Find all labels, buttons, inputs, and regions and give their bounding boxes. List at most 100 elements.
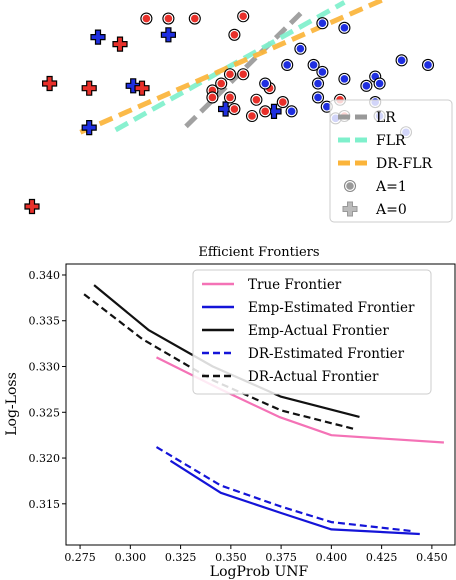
a1-circle-point [140, 12, 153, 25]
x-tick: 0.400 [316, 545, 348, 564]
a1-circle-point [373, 77, 386, 90]
a0-plus-point [81, 80, 97, 96]
frontier-legend-entry: DR-Estimated Frontier [202, 346, 405, 362]
a1-circle-point [360, 79, 373, 92]
a1-circle-point [188, 12, 201, 25]
x-tick-label: 0.375 [265, 551, 297, 564]
x-tick: 0.275 [64, 545, 96, 564]
a1-circle-point [215, 77, 228, 90]
y-tick-label: 0.335 [29, 315, 61, 328]
frontier-legend-entry: True Frontier [202, 277, 342, 293]
x-tick: 0.325 [165, 545, 197, 564]
x-tick: 0.375 [265, 545, 297, 564]
x-tick: 0.450 [416, 545, 448, 564]
x-tick-label: 0.425 [366, 551, 398, 564]
a1-circle-point [338, 21, 351, 34]
a1-circle-point [228, 28, 241, 41]
top-legend-label: A=0 [375, 202, 407, 218]
y-tick: 0.330 [29, 361, 66, 374]
top-legend-entry: DR-FLR [338, 156, 433, 172]
frontier-legend-label: True Frontier [248, 277, 342, 293]
y-tick-label: 0.325 [29, 406, 61, 419]
top-legend-entry: FLR [338, 133, 406, 149]
a0-plus-point [218, 101, 234, 117]
x-tick-label: 0.300 [115, 551, 147, 564]
x-tick-label: 0.275 [64, 551, 96, 564]
top-legend-entry: A=0 [342, 201, 407, 218]
y-tick: 0.335 [29, 315, 66, 328]
y-tick-label: 0.330 [29, 361, 61, 374]
frontier-legend-label: DR-Actual Frontier [248, 369, 379, 385]
a1-circle-point [228, 102, 241, 116]
a0-plus-point [160, 27, 176, 43]
a1-circle-point [237, 10, 250, 23]
a0-plus-point [81, 119, 97, 136]
y-axis-label: Log-Loss [4, 372, 20, 436]
x-tick-label: 0.400 [316, 551, 348, 564]
a1-circle-point [259, 77, 272, 90]
a1-circle-point [316, 17, 329, 30]
a0-plus-point [90, 29, 106, 45]
top-legend-label: FLR [376, 133, 406, 149]
y-tick: 0.340 [29, 269, 66, 282]
a1-circle-point [276, 96, 289, 109]
a1-circle-point [316, 65, 329, 78]
frontier-legend-label: DR-Estimated Frontier [248, 346, 405, 362]
frontier-legend-label: Emp-Actual Frontier [248, 323, 389, 339]
boundary-line-dr-flr [79, 0, 389, 135]
a0-plus-point [134, 80, 150, 96]
a0-plus-point [125, 78, 141, 94]
frontier-axes: 0.275 0.300 0.325 0.350 0.375 0.400 0.425 0.450… [29, 263, 456, 564]
frontier-legend-entry: Emp-Actual Frontier [202, 323, 389, 339]
bottom-chart-title: Efficient Frontiers [198, 245, 319, 260]
x-tick: 0.300 [115, 545, 147, 564]
x-tick: 0.425 [366, 545, 398, 564]
a1-circle-point [223, 91, 237, 104]
frontier-legend-entry: Emp-Estimated Frontier [202, 300, 415, 316]
a1-circle-point [338, 72, 351, 85]
a1-circle-point [285, 105, 298, 118]
frontier-legend-label: Emp-Estimated Frontier [248, 300, 415, 316]
y-tick: 0.325 [29, 406, 66, 419]
a1-circle-point [250, 93, 263, 106]
plot-frame [65, 263, 456, 546]
a1-circle-point [206, 91, 219, 104]
x-tick-label: 0.450 [416, 551, 448, 564]
top-legend-box [329, 99, 453, 223]
y-tick: 0.315 [29, 498, 66, 511]
top-scatter-panel: LR FLR DR-FLR A=1 A=0 [24, 0, 453, 223]
a0-plus-point [41, 75, 58, 92]
series-emp-estimated-frontier [169, 459, 420, 536]
a1-circle-point [294, 42, 307, 55]
frontier-legend: True Frontier Emp-Estimated Frontier Emp-A… [192, 269, 432, 395]
a0-plus-point [24, 198, 40, 215]
a1-circle-point [307, 58, 320, 72]
y-tick-label: 0.315 [29, 498, 61, 511]
a1-circle-point [395, 54, 408, 67]
top-legend-label: A=1 [375, 179, 407, 195]
a1-circle-point [162, 12, 175, 25]
a1-circle-point [281, 58, 294, 72]
top-legend-label: DR-FLR [376, 156, 433, 172]
boundary-line-flr [114, 0, 346, 133]
x-tick: 0.350 [215, 545, 247, 564]
a1-circle-point [259, 105, 272, 118]
x-axis-label: LogProb UNF [210, 564, 309, 580]
a1-circle-point [237, 68, 250, 81]
a1-circle-point [311, 91, 325, 104]
a1-circle-point [245, 109, 259, 123]
series-dr-estimated-frontier [155, 446, 414, 533]
y-tick: 0.320 [29, 452, 66, 465]
boundary-line-lr [184, 7, 307, 129]
top-legend: LR FLR DR-FLR A=1 A=0 [329, 99, 453, 223]
top-legend-label: LR [376, 110, 396, 126]
a1-circle-point [223, 68, 237, 81]
x-tick-label: 0.350 [215, 551, 247, 564]
frontier-panel: Efficient Frontiers 0.275 0.300 0.325 0.350… [4, 245, 456, 580]
a1-circle-point [421, 58, 435, 72]
x-tick-label: 0.325 [165, 551, 197, 564]
a0-plus-point [112, 36, 128, 52]
top-legend-entry: LR [338, 110, 396, 126]
frontier-legend-entry: DR-Actual Frontier [202, 369, 379, 385]
